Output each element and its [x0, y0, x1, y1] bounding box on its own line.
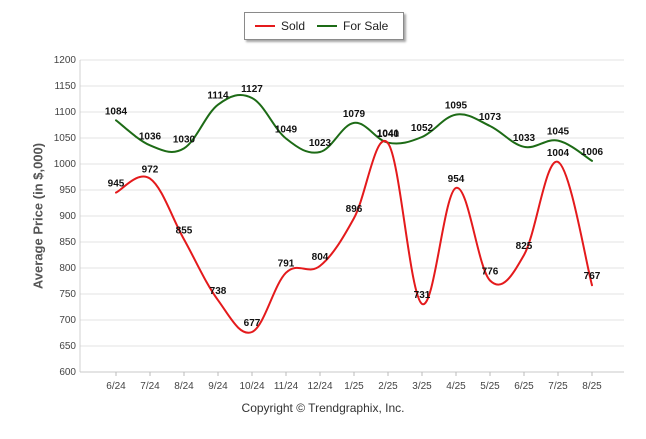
legend-swatch-for-sale: [317, 24, 337, 27]
y-tick-label: 750: [59, 289, 76, 300]
data-label-sold: 1040: [377, 129, 400, 140]
data-label-for-sale: 1023: [309, 138, 332, 149]
y-tick-label: 950: [59, 185, 76, 196]
y-tick-label: 1150: [54, 81, 76, 92]
series-lines: [115, 94, 593, 334]
data-label-for-sale: 1036: [139, 131, 162, 142]
x-tick-label: 8/25: [582, 381, 602, 392]
data-labels: 1084 1036 1030 1114 1127 1049 1023 1079 1041 1052…: [105, 84, 604, 329]
data-label-sold: 804: [312, 252, 329, 263]
data-label-for-sale: 1041: [377, 129, 400, 140]
data-label-sold: 945: [108, 179, 125, 190]
copyright-text: Copyright © Trendgraphix, Inc.: [241, 401, 405, 415]
data-label-sold: 896: [346, 204, 363, 215]
x-tick-label: 4/25: [446, 381, 466, 392]
data-label-for-sale: 1006: [581, 147, 604, 158]
x-tick-label: 3/25: [412, 381, 432, 392]
y-axis-label: Average Price (in $,000): [30, 142, 46, 290]
data-label-sold: 825: [516, 241, 533, 252]
x-tick-label: 7/25: [548, 381, 568, 392]
y-tick-label: 800: [59, 263, 76, 274]
y-tick-label: 700: [59, 315, 76, 326]
data-label-for-sale: 1114: [207, 91, 229, 102]
y-tick-label: 600: [59, 367, 76, 378]
axis-ticks: 600 650 700 750 800 850 900 950 1000 1050 1100 1150…: [54, 55, 602, 392]
y-tick-label: 850: [59, 237, 76, 248]
data-label-sold: 776: [482, 266, 499, 277]
data-label-for-sale: 1095: [445, 101, 468, 112]
data-label-sold: 855: [176, 225, 193, 236]
y-tick-label: 1000: [54, 159, 77, 170]
data-label-for-sale: 1030: [173, 134, 196, 145]
data-label-sold: 738: [210, 286, 227, 297]
legend-label-for-sale: For Sale: [343, 19, 389, 33]
series-line-sold: [115, 139, 593, 334]
data-label-sold: 954: [448, 174, 465, 185]
legend-item-sold[interactable]: Sold: [255, 19, 305, 33]
x-tick-label: 5/25: [480, 381, 500, 392]
x-tick-label: 7/24: [140, 381, 160, 392]
y-tick-label: 1050: [54, 133, 77, 144]
data-label-sold: 791: [278, 259, 295, 270]
y-tick-label: 900: [59, 211, 76, 222]
legend-label-sold: Sold: [281, 19, 306, 33]
data-label-sold: 677: [244, 318, 261, 329]
x-tick-label: 10/24: [239, 381, 264, 392]
y-tick-label: 1100: [54, 107, 76, 118]
x-tick-label: 9/24: [208, 381, 228, 392]
data-label-for-sale: 1127: [241, 84, 263, 95]
legend-item-for-sale[interactable]: For Sale: [317, 19, 388, 33]
legend-swatch-sold: [255, 24, 275, 27]
data-label-sold: 1004: [547, 148, 570, 159]
series-line-for-sale: [115, 94, 593, 162]
x-tick-label: 2/25: [378, 381, 398, 392]
y-tick-label: 1200: [54, 55, 77, 66]
data-label-sold: 767: [584, 271, 601, 282]
y-tick-label: 650: [59, 341, 76, 352]
x-tick-label: 8/24: [174, 381, 194, 392]
x-tick-label: 6/24: [106, 381, 126, 392]
x-tick-label: 1/25: [344, 381, 364, 392]
data-label-for-sale: 1079: [343, 109, 366, 120]
data-label-for-sale: 1033: [513, 133, 536, 144]
legend: Sold For Sale: [244, 12, 404, 40]
x-tick-label: 12/24: [307, 381, 332, 392]
data-label-for-sale: 1049: [275, 125, 298, 136]
x-tick-label: 11/24: [274, 381, 299, 392]
data-label-for-sale: 1045: [547, 127, 570, 138]
gridlines: [79, 59, 624, 373]
data-label-for-sale: 1052: [411, 123, 434, 134]
x-tick-label: 6/25: [514, 381, 534, 392]
data-label-for-sale: 1084: [105, 106, 128, 117]
data-label-sold: 731: [414, 290, 431, 301]
data-label-sold: 972: [142, 165, 159, 176]
data-label-for-sale: 1073: [479, 112, 502, 123]
